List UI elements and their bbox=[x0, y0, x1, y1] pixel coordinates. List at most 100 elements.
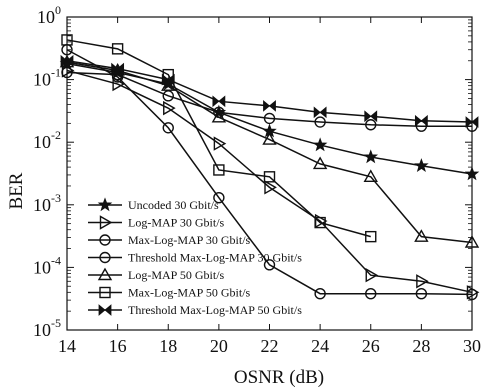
legend-label: Max-Log-MAP 30 Gbit/s bbox=[128, 233, 251, 247]
data-point bbox=[365, 268, 379, 283]
data-point bbox=[363, 169, 378, 183]
data-point bbox=[163, 100, 176, 116]
data-point bbox=[163, 100, 176, 116]
data-point bbox=[465, 116, 479, 128]
data-point bbox=[312, 137, 328, 152]
data-point bbox=[471, 116, 479, 128]
data-point bbox=[319, 106, 327, 119]
legend-label: Uncoded 30 Gbit/s bbox=[128, 198, 219, 212]
data-point bbox=[420, 114, 428, 127]
legend-label: Log-MAP 50 Gbit/s bbox=[128, 268, 225, 282]
data-point bbox=[312, 156, 328, 170]
data-point bbox=[414, 229, 429, 242]
data-point bbox=[161, 78, 176, 91]
data-point bbox=[365, 119, 377, 131]
legend-marker bbox=[99, 251, 111, 264]
data-point bbox=[66, 54, 74, 67]
x-tick-label: 28 bbox=[412, 336, 430, 356]
x-axis-title: OSNR (dB) bbox=[234, 367, 324, 387]
data-point bbox=[365, 288, 377, 300]
data-point bbox=[60, 54, 68, 67]
x-tick-label: 22 bbox=[261, 336, 279, 356]
legend-label: Threshold Max-Log-MAP 50 Gbit/s bbox=[128, 303, 302, 317]
data-point bbox=[213, 136, 227, 151]
x-tick-label: 20 bbox=[210, 336, 228, 356]
series-line bbox=[66, 39, 371, 238]
data-point bbox=[213, 164, 225, 176]
data-point bbox=[213, 191, 225, 204]
data-point bbox=[61, 66, 73, 79]
legend-marker bbox=[98, 304, 106, 316]
series-4 bbox=[61, 66, 478, 132]
data-point bbox=[211, 109, 227, 123]
data-point bbox=[364, 110, 372, 123]
legend: Uncoded 30 Gbit/s Log-MAP 30 Gbit/s Max-Lo… bbox=[88, 197, 302, 317]
series-line bbox=[66, 61, 473, 244]
legend-marker bbox=[99, 286, 111, 299]
legend-marker bbox=[97, 267, 113, 281]
legend-item: Uncoded 30 Gbit/s bbox=[88, 197, 219, 212]
legend-item: Log-MAP 30 Gbit/s bbox=[88, 215, 225, 230]
data-point bbox=[268, 100, 276, 112]
data-point bbox=[464, 235, 480, 248]
y-tick-label: 10-1 bbox=[33, 66, 61, 90]
data-point bbox=[263, 112, 276, 125]
series-line bbox=[66, 49, 473, 296]
series-line bbox=[66, 71, 472, 127]
data-point bbox=[415, 288, 428, 300]
data-point bbox=[262, 132, 277, 145]
data-point bbox=[213, 164, 225, 176]
data-point bbox=[465, 116, 473, 128]
data-point bbox=[464, 166, 480, 181]
data-point bbox=[212, 95, 220, 108]
y-axis-title: BER bbox=[6, 172, 27, 209]
data-point bbox=[415, 288, 428, 300]
data-point bbox=[263, 112, 276, 125]
data-point bbox=[213, 191, 225, 204]
series-lines bbox=[59, 34, 480, 301]
data-point bbox=[414, 229, 429, 242]
data-point bbox=[314, 216, 326, 229]
data-point bbox=[414, 114, 422, 127]
x-tick-label: 14 bbox=[58, 336, 76, 356]
legend-item: Max-Log-MAP 30 Gbit/s bbox=[88, 233, 251, 247]
plot-area bbox=[66, 16, 473, 331]
legend-marker bbox=[99, 251, 111, 264]
data-point bbox=[414, 158, 429, 172]
data-point bbox=[314, 288, 326, 300]
data-point bbox=[112, 76, 126, 92]
data-point bbox=[161, 73, 169, 86]
y-tick-label: 10-4 bbox=[33, 253, 61, 277]
data-point bbox=[416, 274, 429, 289]
data-point bbox=[263, 100, 276, 112]
data-point bbox=[363, 149, 379, 164]
x-tick-label: 26 bbox=[362, 336, 380, 356]
y-tick-label: 10-3 bbox=[33, 191, 61, 215]
data-point bbox=[314, 216, 326, 229]
data-point bbox=[262, 132, 277, 145]
legend-marker bbox=[99, 286, 111, 299]
data-point bbox=[312, 156, 328, 170]
data-point bbox=[314, 116, 326, 128]
legend-marker bbox=[97, 197, 113, 212]
data-point bbox=[264, 180, 277, 195]
data-point bbox=[365, 288, 377, 300]
legend-marker bbox=[99, 215, 113, 230]
y-tick-label: 10-2 bbox=[33, 128, 61, 152]
legend-marker bbox=[99, 234, 111, 246]
legend-label: Max-Log-MAP 50 Gbit/s bbox=[128, 286, 251, 300]
data-point bbox=[162, 122, 174, 134]
data-point bbox=[212, 95, 226, 108]
data-point bbox=[263, 100, 271, 112]
data-point bbox=[416, 274, 429, 289]
data-point bbox=[61, 66, 73, 79]
legend-marker bbox=[99, 215, 113, 230]
data-point bbox=[111, 43, 124, 55]
data-point bbox=[162, 122, 174, 134]
data-point bbox=[363, 169, 378, 183]
data-point bbox=[313, 106, 321, 119]
x-tick-label: 16 bbox=[109, 336, 127, 356]
legend-marker bbox=[97, 197, 113, 212]
legend-label: Log-MAP 30 Gbit/s bbox=[128, 216, 225, 230]
